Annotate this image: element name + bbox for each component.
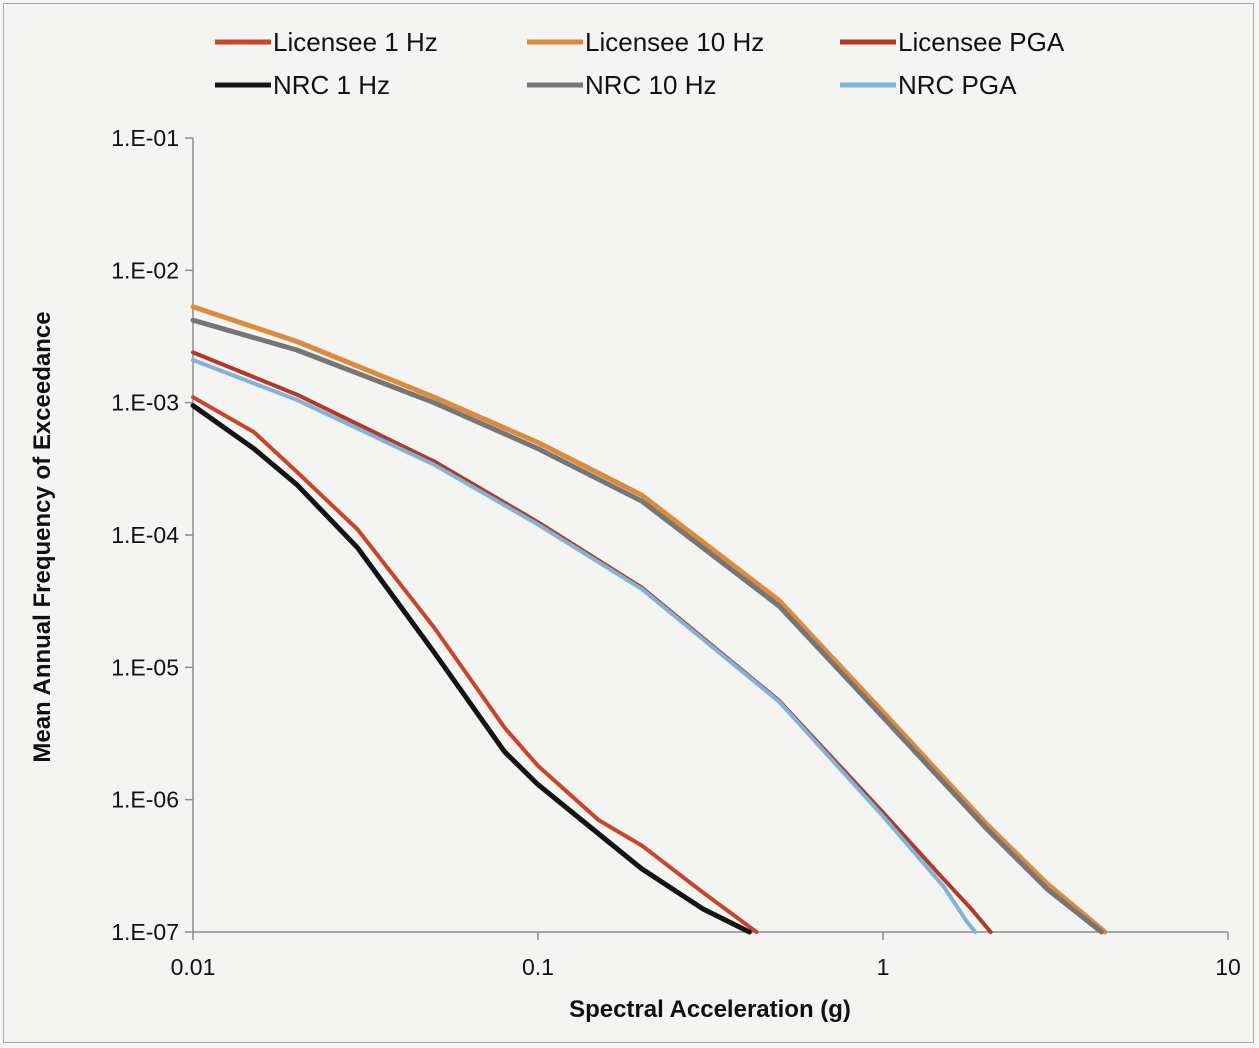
legend-label: Licensee 10 Hz: [585, 27, 764, 57]
series-line-nrc-pga: [191, 358, 978, 934]
x-tick-label: 0.01: [171, 954, 216, 980]
x-ticks: 0.01 0.1 1 10: [171, 932, 1241, 980]
legend-label: NRC PGA: [898, 70, 1017, 100]
x-tick-label: 1: [877, 954, 890, 980]
series-line-licensee-1-hz: [191, 395, 759, 934]
legend: Licensee 1 Hz Licensee 10 Hz Licensee PGA N…: [215, 27, 1065, 100]
legend-label: Licensee 1 Hz: [273, 27, 438, 57]
legend-item-nrc-1-hz: NRC 1 Hz: [215, 70, 390, 100]
legend-item-licensee-1-hz: Licensee 1 Hz: [215, 27, 438, 57]
legend-item-licensee-pga: Licensee PGA: [840, 27, 1065, 57]
series-line-licensee-pga: [191, 350, 993, 934]
legend-label: NRC 10 Hz: [585, 70, 716, 100]
legend-item-nrc-pga: NRC PGA: [840, 70, 1017, 100]
y-tick-label: 1.E-04: [111, 522, 179, 548]
x-tick-label: 0.1: [522, 954, 554, 980]
legend-item-nrc-10-hz: NRC 10 Hz: [527, 70, 716, 100]
y-tick-label: 1.E-01: [111, 125, 179, 151]
series-line-nrc-10-hz: [190, 317, 1104, 935]
series-line-nrc-1-hz: [190, 403, 752, 935]
chart-frame: [3, 3, 1254, 1043]
x-tick-label: 10: [1215, 954, 1241, 980]
y-tick-label: 1.E-07: [111, 919, 179, 945]
y-tick-label: 1.E-02: [111, 257, 179, 283]
y-tick-label: 1.E-03: [111, 390, 179, 416]
y-axis-title: Mean Annual Frequency of Exceedance: [29, 311, 56, 762]
y-tick-label: 1.E-06: [111, 787, 179, 813]
legend-label: NRC 1 Hz: [273, 70, 390, 100]
legend-item-licensee-10-hz: Licensee 10 Hz: [527, 27, 764, 57]
y-ticks: 1.E-01 1.E-02 1.E-03 1.E-04 1.E-05 1.E-06 1.E-…: [111, 125, 193, 945]
legend-label: Licensee PGA: [898, 27, 1065, 57]
y-tick-label: 1.E-05: [111, 654, 179, 680]
series-line-licensee-10-hz: [190, 304, 1108, 935]
series-lines: [190, 304, 1108, 935]
plot-area: 1.E-01 1.E-02 1.E-03 1.E-04 1.E-05 1.E-06 1.E-…: [111, 125, 1241, 980]
x-axis-title: Spectral Acceleration (g): [569, 996, 851, 1023]
